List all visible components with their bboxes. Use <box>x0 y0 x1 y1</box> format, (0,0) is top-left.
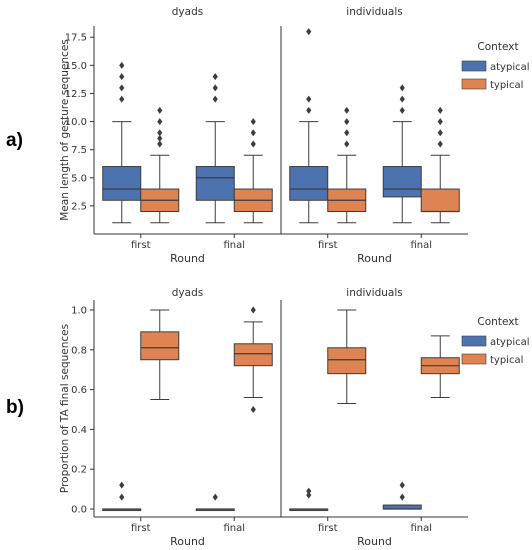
panel-b-x-axis-label: Round <box>170 535 205 548</box>
panel-a-atypical-individuals-first-box <box>289 166 329 201</box>
panel-a-typical-dyads-first-outlier <box>157 106 163 114</box>
panel-b-atypical-individuals-first-outlier <box>306 487 312 495</box>
panel-b-legend-label-atypical: atypical <box>490 337 530 348</box>
panel-a-atypical-individuals-first-outlier <box>306 106 312 114</box>
panel-b-x-tick-label: final <box>410 523 432 534</box>
panel-b-facet-title: dyads <box>172 287 203 299</box>
panel-a-legend-label-typical: typical <box>490 80 523 91</box>
panel-a-y-tick-label: 2.5 <box>71 201 87 212</box>
panel-a-legend-title: Context <box>477 41 518 53</box>
panel-a-typical-dyads-first-outlier <box>157 140 163 148</box>
panel-b-atypical-individuals-final-outlier <box>399 481 405 489</box>
panel-a-x-tick-label: final <box>223 240 245 251</box>
panel-a-typical-individuals-final-outlier <box>437 106 443 114</box>
panel-a-letter: a) <box>6 130 23 151</box>
panel-a-typical-individuals-final-outlier <box>437 129 443 137</box>
panel-a-typical-dyads-first-outlier <box>157 134 163 142</box>
panel-b-letter: b) <box>6 397 24 418</box>
panel-a-y-tick-label: 5.0 <box>71 173 87 184</box>
panel-a-atypical-individuals-final-outlier <box>399 95 405 103</box>
panel-a-y-tick-label: 10.0 <box>65 117 87 128</box>
panel-a-legend-swatch-typical <box>461 78 487 90</box>
panel-a-x-axis-label: Round <box>170 252 205 265</box>
panel-a-typical-individuals-first-outlier <box>344 129 350 137</box>
panel-a-y-tick-label: 15.0 <box>65 61 87 72</box>
panel-b-legend-title: Context <box>477 316 518 328</box>
panel-a-atypical-individuals-first-outlier <box>306 28 312 36</box>
panel-b-x-tick-label: first <box>318 523 338 534</box>
panel-b-legend-swatch-typical <box>461 353 487 365</box>
panel-a-atypical-dyads-final-outlier <box>212 84 218 92</box>
panel-a-typical-individuals-first-outlier <box>344 118 350 126</box>
panel-a-y-tick-label: 12.5 <box>65 89 87 100</box>
panel-b-y-axis-label: Proportion of TA final sequences <box>59 324 71 493</box>
panel-a-atypical-individuals-first-outlier <box>306 95 312 103</box>
panel-b-x-tick-label: first <box>131 523 151 534</box>
panel-a-typical-individuals-first-outlier <box>344 106 350 114</box>
panel-a-y-tick-label: 17.5 <box>65 33 87 44</box>
panel-b-y-tick-label: 0.4 <box>71 425 87 436</box>
panel-a-x-tick-label: first <box>318 240 338 251</box>
panel-b-atypical-individuals-first-outlier <box>306 491 312 499</box>
panel-b-atypical-individuals-final-outlier <box>399 493 405 501</box>
panel-a-facet-title: individuals <box>346 6 402 18</box>
panel-b-y-tick-label: 1.0 <box>71 305 87 316</box>
panel-b-typical-dyads-final-outlier <box>250 306 256 314</box>
panel-b-x-axis-label: Round <box>357 535 392 548</box>
panel-a-atypical-dyads-final-box <box>195 166 235 201</box>
panel-b-legend-label-typical: typical <box>490 355 523 366</box>
panel-a-typical-dyads-first-outlier <box>157 118 163 126</box>
panel-b-facet-title: individuals <box>346 287 402 299</box>
panel-a-atypical-dyads-first-box <box>102 166 142 201</box>
panel-a-atypical-dyads-first-outlier <box>119 61 125 69</box>
panel-b-typical-dyads-final-outlier <box>250 405 256 413</box>
panel-a-atypical-dyads-first-outlier <box>119 84 125 92</box>
panel-a-typical-individuals-final-box <box>420 188 460 213</box>
panel-b-y-tick-label: 0.2 <box>71 465 87 476</box>
panel-a-typical-individuals-first-outlier <box>344 140 350 148</box>
panel-b-y-tick-label: 0.6 <box>71 385 87 396</box>
panel-a-legend-label-atypical: atypical <box>490 62 530 73</box>
panel-a-y-axis-label: Mean length of gesture sequences <box>59 39 71 221</box>
panel-b-atypical-dyads-first-outlier <box>119 481 125 489</box>
panel-b-atypical-dyads-final-outlier <box>212 493 218 501</box>
panel-a-atypical-individuals-final-outlier <box>399 84 405 92</box>
panel-a-atypical-individuals-final-outlier <box>399 106 405 114</box>
panel-a-typical-dyads-final-outlier <box>250 129 256 137</box>
panel-a-y-tick-label: 7.5 <box>71 145 87 156</box>
panel-b-typical-dyads-first-box <box>140 331 180 361</box>
panel-b-x-tick-label: final <box>223 523 245 534</box>
panel-a-atypical-dyads-first-outlier <box>119 95 125 103</box>
panel-a-atypical-dyads-final-outlier <box>212 95 218 103</box>
panel-b-y-tick-label: 0.0 <box>71 505 87 516</box>
panel-a-typical-dyads-first-outlier <box>157 129 163 137</box>
panel-a-typical-individuals-final-outlier <box>437 118 443 126</box>
panel-a-x-tick-label: final <box>410 240 432 251</box>
panel-b-typical-individuals-first-box <box>327 347 367 375</box>
panel-b-atypical-dyads-first-outlier <box>119 493 125 501</box>
panel-a-typical-dyads-final-outlier <box>250 118 256 126</box>
panel-a-typical-dyads-final-outlier <box>250 140 256 148</box>
panel-a-legend-swatch-atypical <box>461 60 487 72</box>
panel-a-atypical-dyads-first-outlier <box>119 73 125 81</box>
panel-b-y-tick-label: 0.8 <box>71 345 87 356</box>
panel-b-typical-dyads-final-box <box>233 343 273 367</box>
panel-a-facet-title: dyads <box>172 6 203 18</box>
panel-a-x-axis-label: Round <box>357 252 392 265</box>
panel-a-typical-individuals-final-outlier <box>437 140 443 148</box>
panel-a-atypical-dyads-final-outlier <box>212 73 218 81</box>
panel-b-legend-swatch-atypical <box>461 335 487 347</box>
panel-a-atypical-individuals-final-box <box>382 166 422 198</box>
panel-a-x-tick-label: first <box>131 240 151 251</box>
